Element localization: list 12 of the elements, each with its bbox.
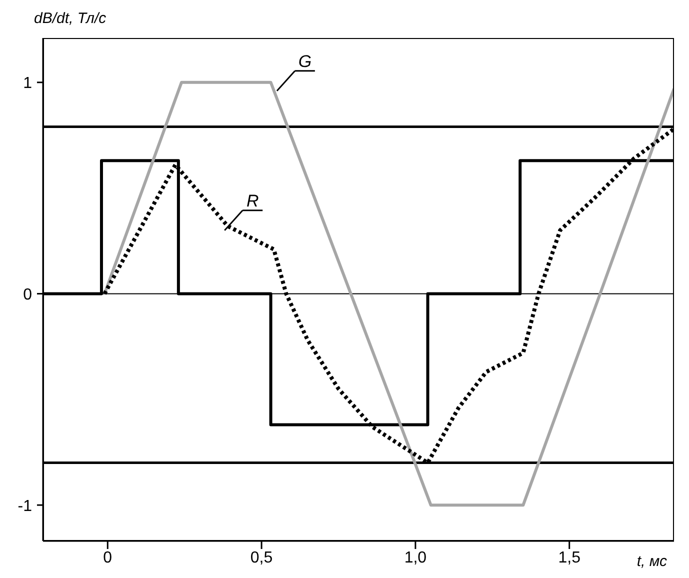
y-axis-title: dB/dt, Тл/с xyxy=(34,10,106,27)
x-tick-label: 0 xyxy=(103,549,112,566)
annotation: R xyxy=(246,191,259,210)
line-series xyxy=(103,80,674,507)
y-tick-label: -1 xyxy=(18,498,32,515)
x-tick-label: 1,5 xyxy=(558,549,581,566)
y-tick-label: 1 xyxy=(23,75,32,92)
x-tick-label: 0,5 xyxy=(250,549,273,566)
x-tick-label: 1,0 xyxy=(404,549,427,566)
annotation: G xyxy=(298,52,312,71)
x-axis-title: t, мс xyxy=(636,553,667,570)
y-tick-label: 0 xyxy=(23,286,32,304)
